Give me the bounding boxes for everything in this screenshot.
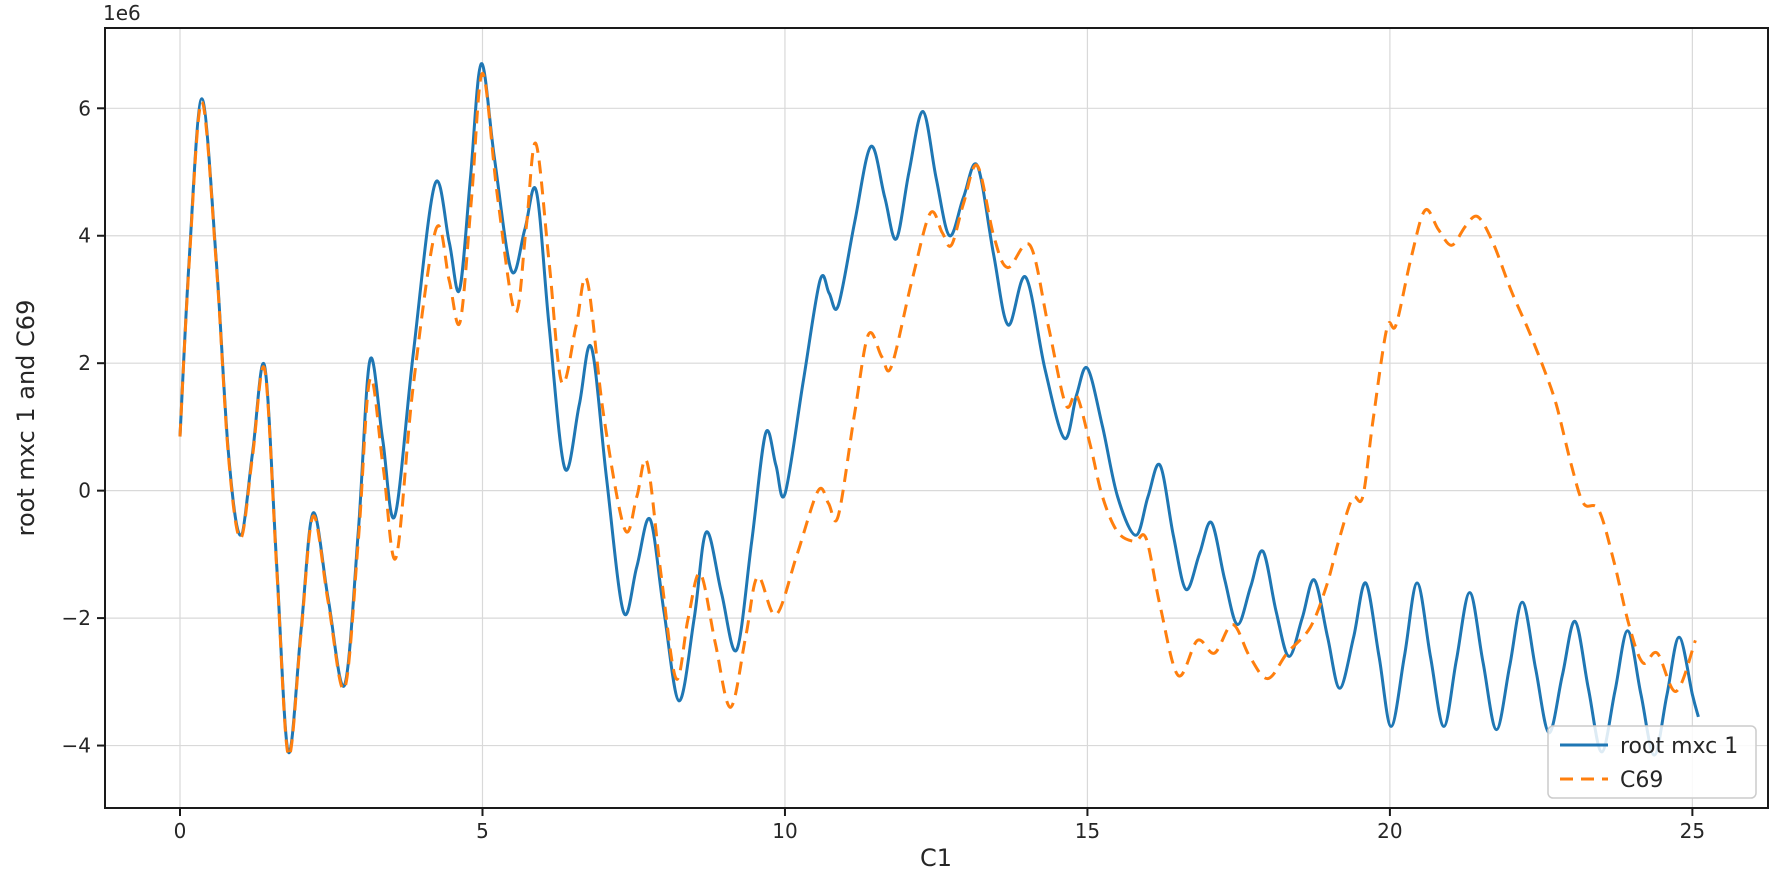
y-tick-label: 4 — [78, 224, 91, 248]
y-tick-label: 0 — [78, 479, 91, 503]
y-tick-label: −4 — [62, 734, 91, 758]
x-tick-label: 0 — [174, 819, 187, 843]
plot-frame — [104, 27, 1769, 809]
x-axis-label: C1 — [920, 844, 952, 872]
series-line-root-mxc-1 — [178, 62, 1700, 757]
tick-label-layer: 0 5 10 15 20 25 −4 −2 0 2 4 6 — [62, 96, 1706, 843]
x-tick-label: 15 — [1075, 819, 1100, 843]
x-tick-label: 10 — [772, 819, 797, 843]
tick-layer — [97, 107, 1694, 816]
legend-label: root mxc 1 — [1620, 734, 1738, 759]
x-tick-label: 25 — [1680, 819, 1705, 843]
grid-layer — [105, 28, 1768, 808]
legend: root mxc 1 C69 — [1547, 725, 1757, 799]
x-tick-label: 20 — [1377, 819, 1402, 843]
y-tick-label: 2 — [78, 351, 91, 375]
legend-label: C69 — [1620, 768, 1663, 793]
y-axis-offset-text: 1e6 — [103, 1, 141, 25]
x-tick-label: 5 — [476, 819, 489, 843]
y-axis-label: root mxc 1 and C69 — [12, 300, 40, 537]
series-layer — [178, 62, 1700, 758]
series-line-c69 — [178, 71, 1697, 758]
y-tick-label: −2 — [62, 606, 91, 630]
y-tick-label: 6 — [78, 96, 91, 120]
